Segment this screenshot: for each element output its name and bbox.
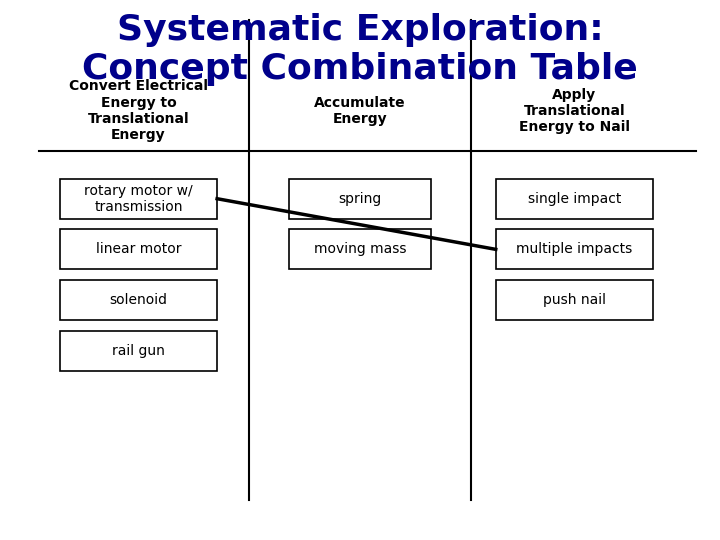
Text: linear motor: linear motor [96,242,181,256]
Text: single impact: single impact [528,192,621,206]
Text: rotary motor w/
transmission: rotary motor w/ transmission [84,184,193,214]
Text: spring: spring [338,192,382,206]
Text: rail gun: rail gun [112,343,165,357]
Bar [60,280,217,320]
Bar [496,179,653,219]
Text: moving mass: moving mass [314,242,406,256]
Text: Apply
Translational
Energy to Nail: Apply Translational Energy to Nail [519,87,630,134]
Bar [496,280,653,320]
Text: multiple impacts: multiple impacts [516,242,632,256]
Text: Convert Electrical
Energy to
Translational
Energy: Convert Electrical Energy to Translation… [69,79,208,142]
Text: push nail: push nail [543,293,606,307]
Text: solenoid: solenoid [109,293,168,307]
Bar [289,230,431,269]
Bar [60,179,217,219]
Text: Systematic Exploration:
Concept Combination Table: Systematic Exploration: Concept Combinat… [82,13,638,86]
Bar [60,330,217,370]
Text: Accumulate
Energy: Accumulate Energy [314,96,406,126]
Bar [60,230,217,269]
Bar [496,230,653,269]
Bar [289,179,431,219]
